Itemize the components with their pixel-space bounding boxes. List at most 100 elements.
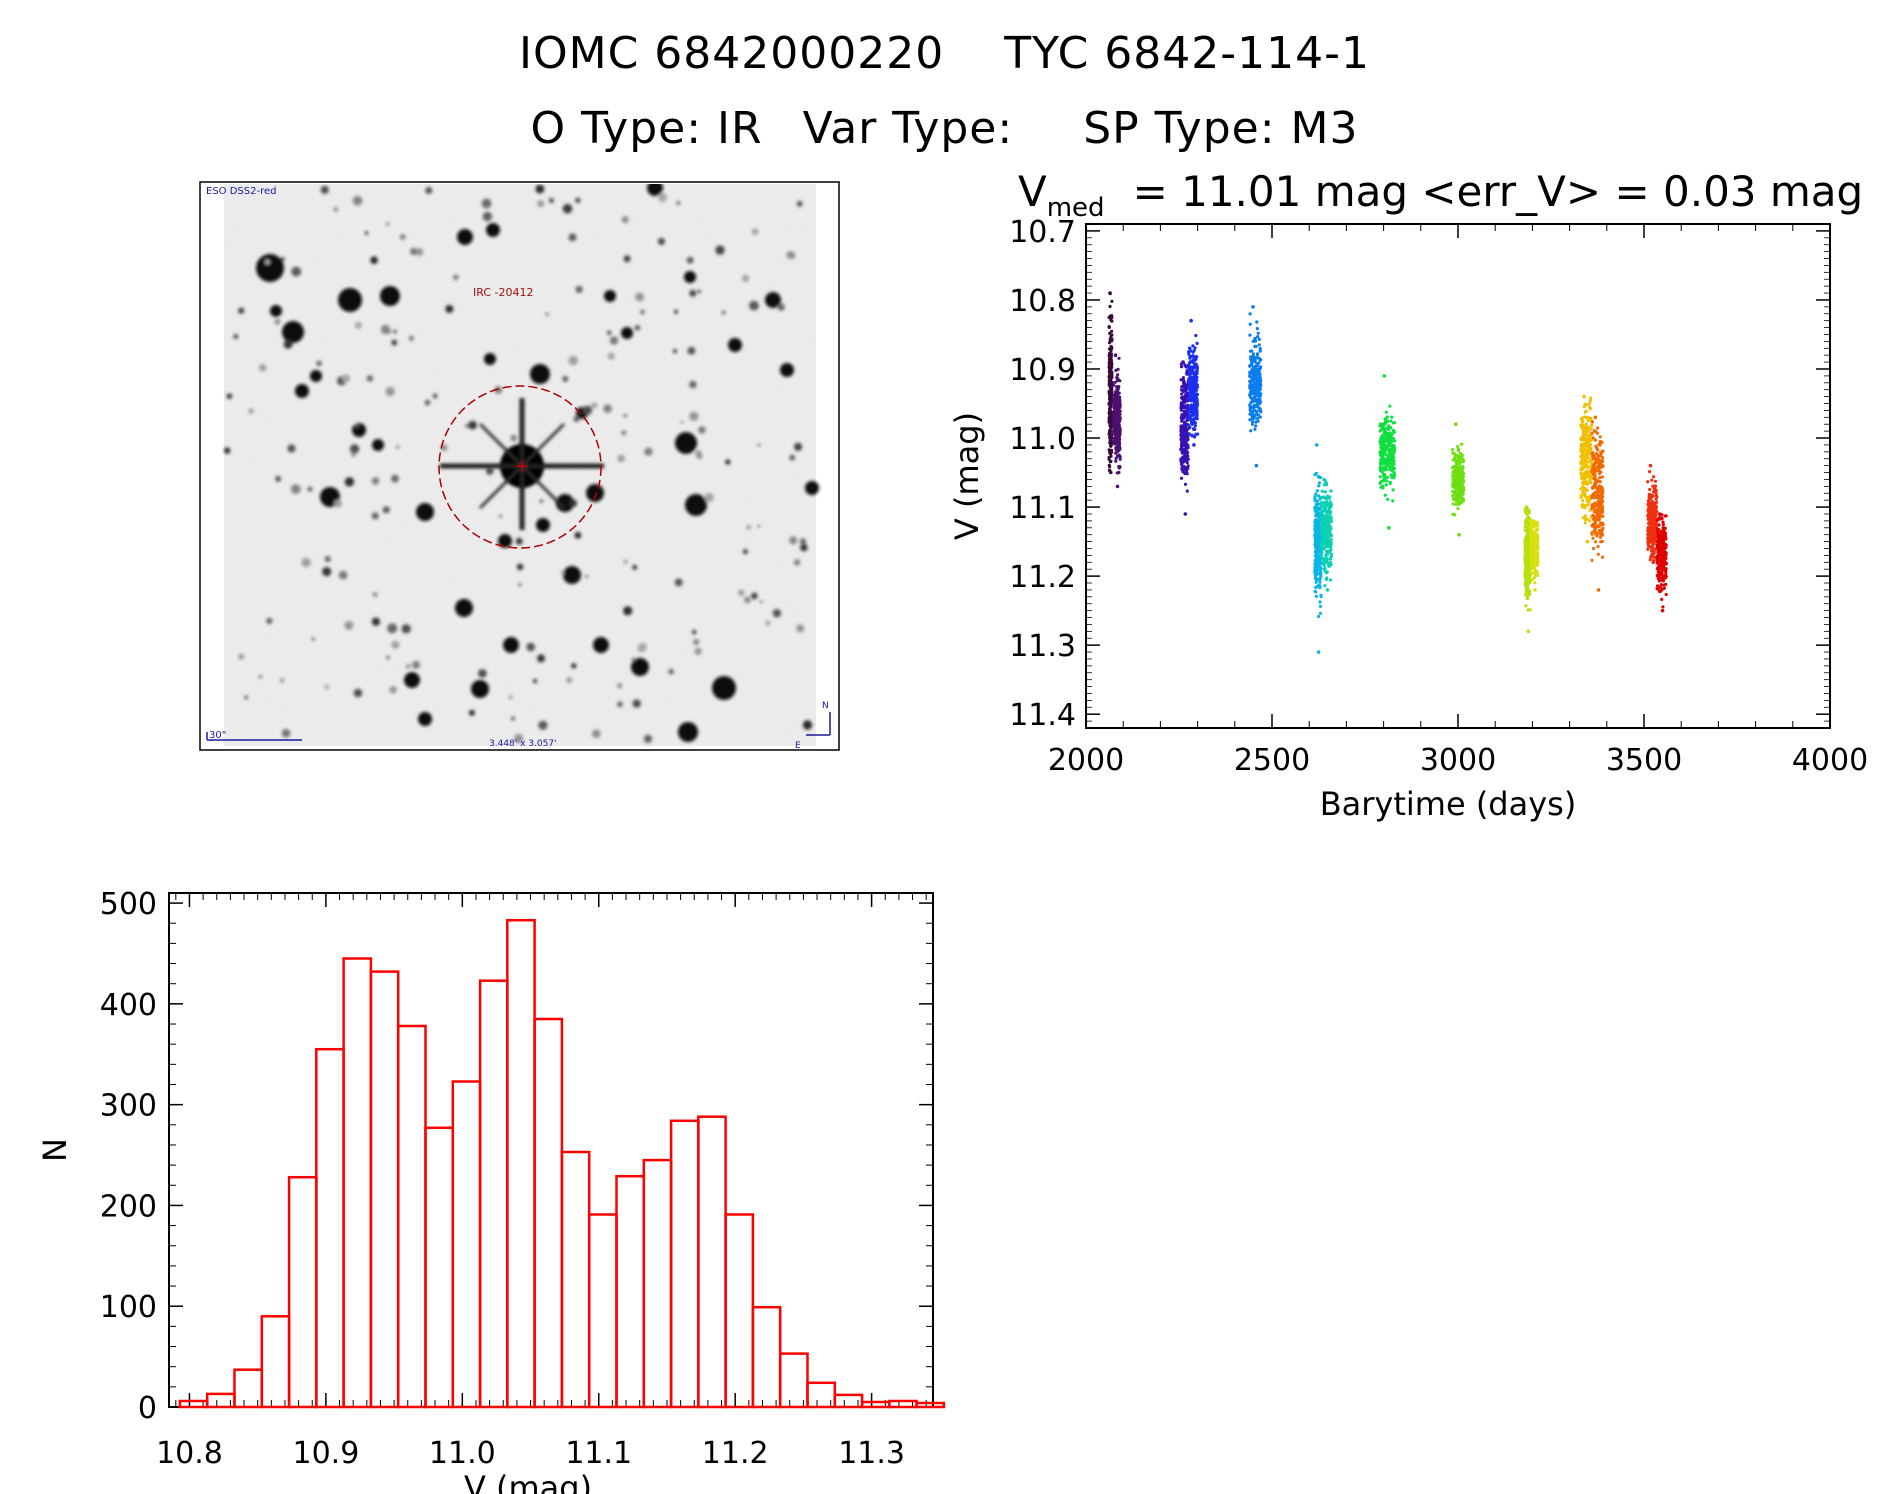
lc-point bbox=[1653, 479, 1658, 483]
lc-point bbox=[1254, 388, 1258, 392]
lc-point bbox=[1115, 389, 1119, 393]
lc-point bbox=[1248, 312, 1252, 316]
lc-point bbox=[1250, 398, 1254, 402]
lc-point bbox=[1252, 416, 1256, 420]
lc-point bbox=[1325, 576, 1329, 580]
field-star bbox=[455, 599, 473, 617]
field-star bbox=[283, 339, 293, 349]
lc-point bbox=[1652, 551, 1656, 556]
lc-point bbox=[1185, 489, 1189, 493]
lc-point bbox=[1451, 485, 1455, 489]
lc-point bbox=[1187, 352, 1191, 356]
lc-point bbox=[1586, 460, 1590, 464]
lc-point bbox=[1380, 439, 1384, 444]
field-star bbox=[258, 675, 262, 679]
lc-point bbox=[1384, 410, 1388, 414]
lc-point bbox=[1651, 484, 1655, 488]
field-star bbox=[728, 338, 742, 352]
lc-point bbox=[1248, 412, 1252, 416]
lc-point bbox=[1109, 411, 1113, 415]
lc-point bbox=[1115, 471, 1119, 475]
field-star bbox=[548, 197, 555, 204]
lc-point bbox=[1657, 544, 1661, 548]
lc-point bbox=[1458, 480, 1462, 484]
lc-point bbox=[1664, 573, 1668, 577]
lc-point bbox=[1179, 378, 1183, 382]
lc-point bbox=[1652, 487, 1656, 491]
lc-point bbox=[1596, 465, 1600, 469]
lc-point bbox=[1647, 517, 1651, 521]
field-star bbox=[518, 583, 522, 587]
field-star bbox=[643, 734, 653, 744]
lc-point bbox=[1108, 392, 1112, 397]
lc-point bbox=[1251, 352, 1255, 356]
lc-point bbox=[1595, 485, 1600, 490]
lc-point bbox=[1595, 532, 1599, 536]
field-star bbox=[424, 399, 431, 406]
lc-point bbox=[1528, 517, 1532, 521]
lc-point bbox=[1250, 422, 1254, 426]
field-star bbox=[380, 324, 391, 335]
fov-label: 3.448' x 3.057' bbox=[489, 739, 557, 749]
lc-point bbox=[1117, 420, 1121, 424]
field-star bbox=[338, 570, 348, 580]
lc-point bbox=[1391, 459, 1395, 463]
lc-point bbox=[1451, 512, 1455, 516]
field-star bbox=[405, 664, 411, 669]
variable-type: Var Type: bbox=[802, 103, 1014, 154]
lc-point bbox=[1319, 574, 1323, 578]
lc-point bbox=[1595, 459, 1599, 463]
lc-point bbox=[1108, 367, 1112, 371]
lc-point bbox=[1328, 506, 1332, 510]
lc-point bbox=[1536, 552, 1540, 556]
lc-point bbox=[1653, 484, 1657, 488]
field-star bbox=[746, 525, 751, 530]
lc-point bbox=[1113, 428, 1117, 432]
lc-point bbox=[1653, 490, 1657, 494]
lc-point bbox=[1251, 385, 1255, 389]
lc-point bbox=[1114, 438, 1118, 442]
field-star bbox=[617, 454, 625, 463]
lc-point bbox=[1652, 529, 1656, 533]
lc-point bbox=[1392, 430, 1397, 434]
lc-point bbox=[1383, 449, 1387, 453]
lc-point bbox=[1192, 381, 1196, 385]
field-star bbox=[568, 233, 577, 242]
lc-point bbox=[1461, 481, 1465, 485]
field-star bbox=[794, 442, 803, 451]
field-star bbox=[372, 439, 384, 451]
field-star bbox=[715, 245, 725, 255]
lc-point bbox=[1393, 439, 1397, 443]
lc-point bbox=[1388, 481, 1392, 486]
lc-point bbox=[1652, 506, 1656, 510]
lc-point bbox=[1186, 363, 1191, 367]
lc-point bbox=[1390, 467, 1394, 471]
field-star bbox=[386, 655, 390, 660]
lc-point bbox=[1590, 496, 1594, 500]
field-star bbox=[344, 477, 355, 487]
lc-point bbox=[1253, 381, 1257, 385]
lc-point bbox=[1588, 399, 1592, 403]
lc-point bbox=[1258, 381, 1262, 386]
lc-point bbox=[1328, 545, 1332, 549]
lc-point bbox=[1581, 499, 1585, 503]
lc-point bbox=[1656, 584, 1660, 588]
field-star bbox=[623, 606, 633, 616]
lc-point bbox=[1318, 611, 1322, 615]
lc-point bbox=[1327, 535, 1331, 539]
lc-point bbox=[1590, 504, 1594, 508]
lc-point bbox=[1254, 463, 1259, 468]
lc-point bbox=[1456, 444, 1460, 449]
lc-point bbox=[1110, 299, 1114, 303]
lc-point bbox=[1386, 431, 1390, 435]
lc-point bbox=[1252, 376, 1257, 380]
lc-point bbox=[1657, 540, 1661, 544]
lc-point bbox=[1647, 511, 1651, 515]
lc-point bbox=[1598, 439, 1602, 444]
field-star bbox=[566, 677, 573, 684]
field-star bbox=[721, 310, 726, 315]
field-star bbox=[264, 259, 270, 265]
lc-point bbox=[1248, 393, 1252, 397]
lc-point bbox=[1460, 453, 1464, 457]
lc-point bbox=[1115, 416, 1119, 420]
